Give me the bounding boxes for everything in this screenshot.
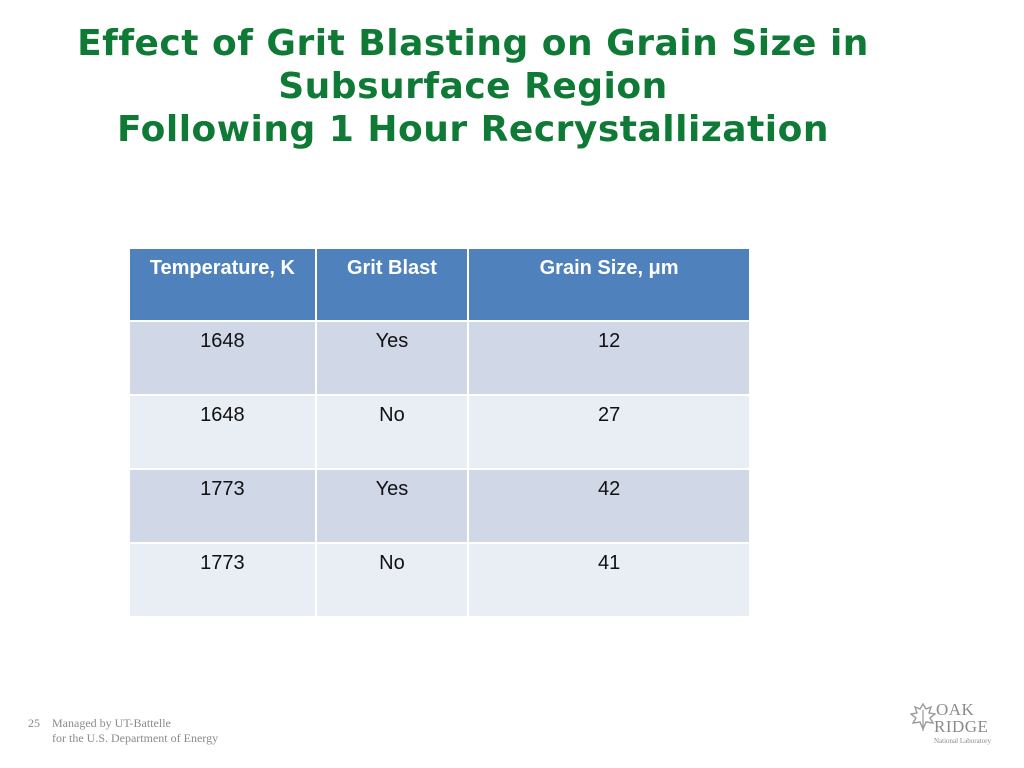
title-line-3: Following 1 Hour Recrystallization [117, 109, 829, 150]
oak-ridge-logo: OAK RIDGE National Laboratory [910, 700, 1005, 750]
cell-temperature: 1773 [128, 468, 317, 544]
cell-temperature: 1773 [128, 542, 317, 618]
cell-grit-blast: Yes [314, 468, 470, 544]
slide-number: 25 [28, 716, 40, 730]
slide-title: Effect of Grit Blasting on Grain Size in… [0, 22, 946, 151]
cell-grit-blast: No [314, 394, 470, 470]
footer-managed-by: Managed by UT-Battelle [52, 716, 171, 730]
title-line-2: Subsurface Region [278, 66, 668, 107]
oak-leaf-icon [910, 702, 936, 731]
table-row: 1773 Yes 42 [128, 468, 751, 544]
table-row: 1648 No 27 [128, 394, 751, 470]
cell-grit-blast: Yes [314, 320, 470, 396]
cell-grit-blast: No [314, 542, 470, 618]
cell-grain-size: 42 [467, 468, 751, 544]
footer-department: for the U.S. Department of Energy [52, 731, 219, 745]
header-grit-blast: Grit Blast [314, 247, 470, 322]
cell-temperature: 1648 [128, 394, 317, 470]
table-row: 1773 No 41 [128, 542, 751, 618]
cell-grain-size: 12 [467, 320, 751, 396]
grain-size-table: Temperature, K Grit Blast Grain Size, μm… [128, 247, 751, 618]
logo-ridge-text: RIDGE [934, 717, 989, 736]
cell-temperature: 1648 [128, 320, 317, 396]
table-row: 1648 Yes 12 [128, 320, 751, 396]
logo-oak-text: OAK [936, 700, 975, 719]
table-header-row: Temperature, K Grit Blast Grain Size, μm [128, 247, 751, 322]
cell-grain-size: 41 [467, 542, 751, 618]
header-grain-size: Grain Size, μm [467, 247, 751, 322]
header-temperature: Temperature, K [128, 247, 317, 322]
cell-grain-size: 27 [467, 394, 751, 470]
title-line-1: Effect of Grit Blasting on Grain Size in [77, 23, 869, 64]
logo-national-laboratory-text: National Laboratory [934, 737, 991, 745]
